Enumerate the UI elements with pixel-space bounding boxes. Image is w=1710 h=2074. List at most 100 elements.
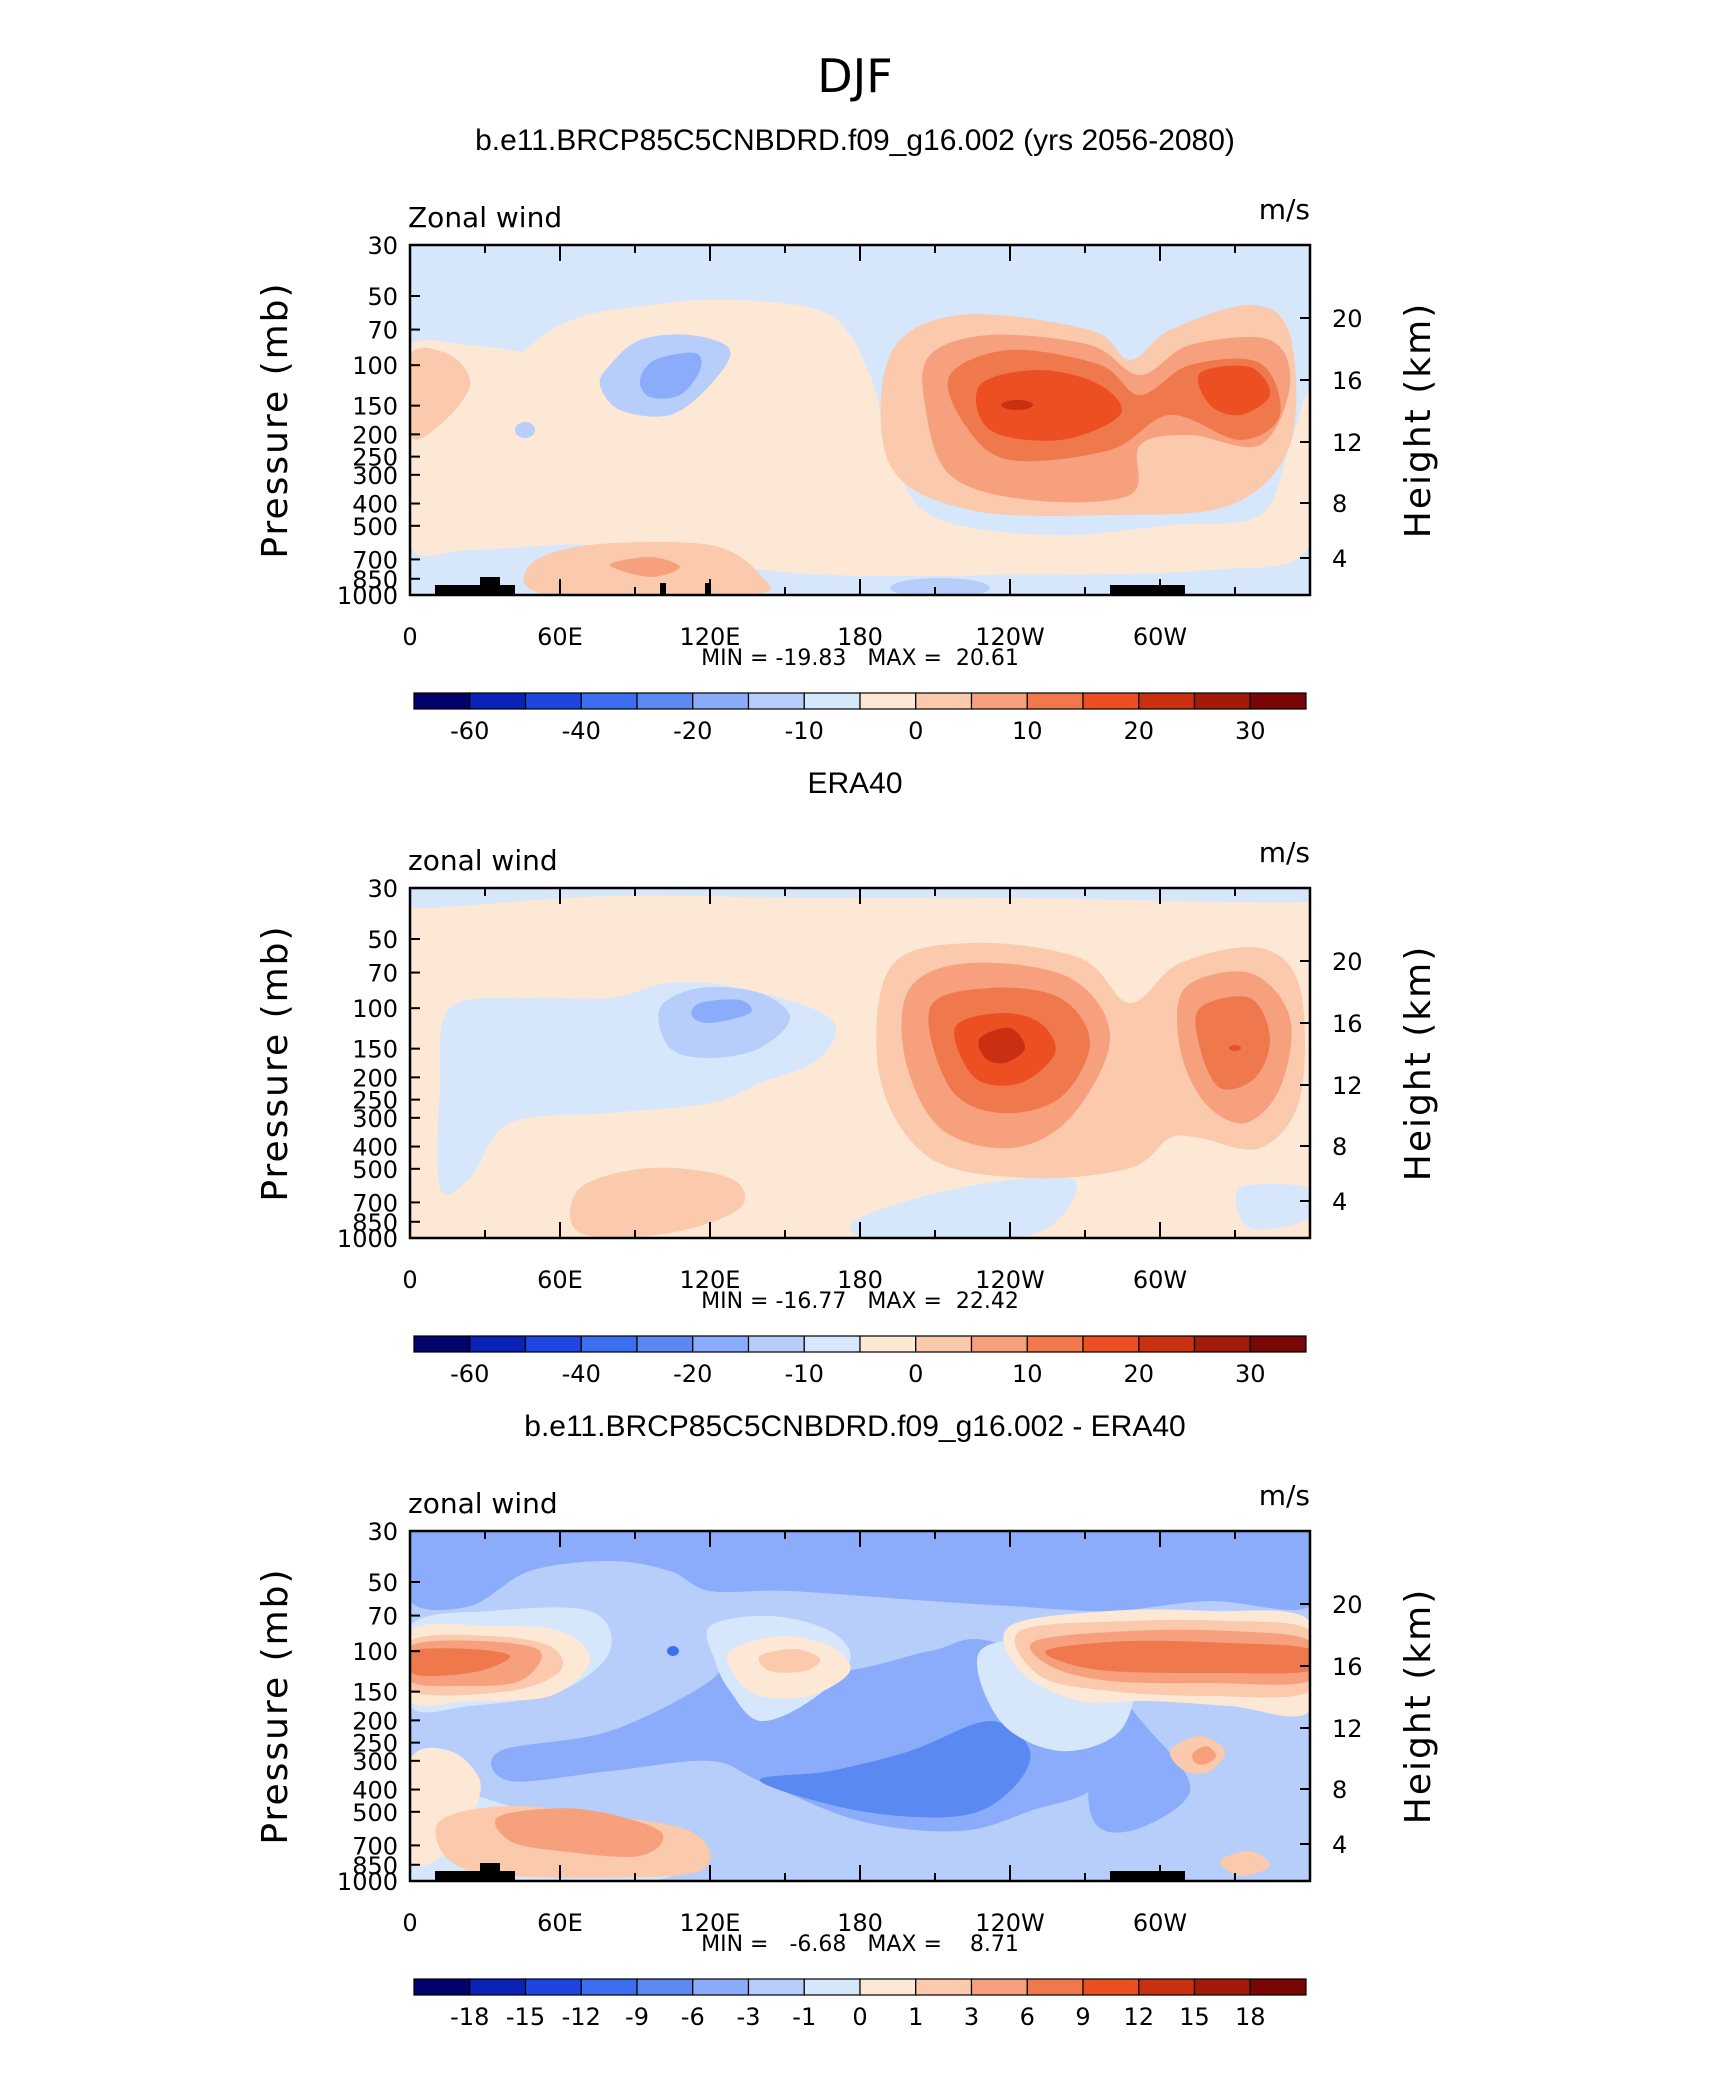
contour-band [410, 347, 471, 440]
colorbar-label: 30 [1235, 717, 1266, 745]
height-tick-label: 4 [1332, 1831, 1347, 1859]
colorbar-swatch [524, 1335, 582, 1353]
contour-band [1229, 1045, 1241, 1051]
colorbar-label: 0 [908, 717, 923, 745]
height-tick-label: 20 [1332, 1591, 1363, 1619]
colorbar-swatch [636, 1335, 694, 1353]
colorbar-label: 3 [964, 2003, 979, 2031]
colorbar-swatch [636, 692, 694, 710]
min-max-stats: MIN = -19.83 MAX = 20.61 [701, 646, 1019, 671]
pressure-tick-label: 500 [352, 1799, 398, 1827]
colorbar-label: 10 [1012, 717, 1043, 745]
pressure-tick-label: 70 [367, 960, 398, 988]
pressure-tick-label: 70 [367, 1603, 398, 1631]
lon-tick-label: 120E [680, 623, 741, 651]
contour-band [667, 1646, 679, 1656]
colorbar-swatch [1249, 1335, 1307, 1353]
pressure-tick-label: 150 [352, 393, 398, 421]
colorbar-label: -18 [450, 2003, 489, 2031]
colorbar-label: 1 [908, 2003, 923, 2031]
y-axis-title-right: Height (km) [1398, 302, 1439, 538]
contour-band [410, 1531, 1310, 1612]
colorbar-label: -3 [737, 2003, 761, 2031]
height-tick-label: 12 [1332, 1072, 1363, 1100]
lon-tick-label: 120W [975, 1909, 1045, 1937]
pressure-tick-label: 50 [367, 283, 398, 311]
colorbar-label: 30 [1235, 1360, 1266, 1388]
height-tick-label: 16 [1332, 367, 1363, 395]
topography [480, 577, 500, 595]
pressure-tick-label: 200 [352, 421, 398, 449]
colorbar-label: -6 [681, 2003, 705, 2031]
colorbar-label: 20 [1123, 1360, 1154, 1388]
lon-tick-label: 0 [402, 623, 417, 651]
pressure-tick-label: 100 [352, 1638, 398, 1666]
topography [480, 1863, 500, 1881]
y-axis-title-right: Height (km) [1398, 1588, 1439, 1824]
pressure-tick-label: 700 [352, 1189, 398, 1217]
pressure-tick-label: 250 [352, 1730, 398, 1758]
pressure-tick-label: 30 [367, 232, 398, 260]
y-axis-title-left: Pressure (mb) [255, 924, 296, 1201]
colorbar-swatch [524, 1978, 582, 1996]
lon-tick-label: 60W [1133, 623, 1187, 651]
pressure-tick-label: 50 [367, 926, 398, 954]
pressure-tick-label: 300 [352, 1748, 398, 1776]
colorbar-swatch [970, 1335, 1028, 1353]
lon-tick-label: 60E [537, 623, 583, 651]
contour-band [691, 999, 752, 1024]
colorbar-label: -10 [785, 1360, 824, 1388]
colorbar-swatch [413, 692, 471, 710]
colorbar-swatch [859, 1335, 917, 1353]
colorbar-label: -60 [450, 1360, 489, 1388]
panel-title: ERA40 [807, 767, 902, 800]
topography [1110, 1871, 1185, 1881]
pressure-tick-label: 100 [352, 352, 398, 380]
pressure-tick-label: 850 [352, 1852, 398, 1880]
colorbar: -60 -40 -20 -10 0 10 20 30 [413, 692, 1307, 745]
units-label: m/s [1259, 193, 1310, 226]
colorbar-swatch [469, 1978, 527, 1996]
height-tick-label: 16 [1332, 1653, 1363, 1681]
colorbar-label: -12 [562, 2003, 601, 2031]
colorbar-swatch [692, 1978, 750, 1996]
colorbar-swatch [692, 692, 750, 710]
topography [1110, 585, 1185, 595]
y-axis-title-left: Pressure (mb) [255, 281, 296, 558]
lon-tick-label: 60W [1133, 1266, 1187, 1294]
min-max-stats: MIN = -16.77 MAX = 22.42 [701, 1289, 1019, 1314]
colorbar-swatch [859, 692, 917, 710]
contour-band [639, 352, 702, 399]
variable-label: zonal wind [408, 844, 558, 877]
colorbar-swatch [803, 1335, 861, 1353]
pressure-tick-label: 250 [352, 444, 398, 472]
pressure-tick-label: 30 [367, 1518, 398, 1546]
colorbar-label: 0 [852, 2003, 867, 2031]
colorbar-swatch [580, 1978, 638, 1996]
colorbar-label: -60 [450, 717, 489, 745]
height-tick-label: 4 [1332, 1188, 1347, 1216]
contour-band [849, 1176, 1077, 1238]
colorbar-label: 18 [1235, 2003, 1266, 2031]
colorbar-swatch [1138, 1978, 1196, 1996]
height-tick-label: 12 [1332, 429, 1363, 457]
colorbar-swatch [915, 692, 973, 710]
lon-tick-label: 120W [975, 623, 1045, 651]
colorbar-swatch [970, 692, 1028, 710]
contour-band [692, 1859, 708, 1869]
colorbar-swatch [469, 692, 527, 710]
height-tick-label: 12 [1332, 1715, 1363, 1743]
topography [435, 1871, 515, 1881]
colorbar-label: -9 [625, 2003, 649, 2031]
colorbar-swatch [524, 692, 582, 710]
panel-title: b.e11.BRCP85C5CNBDRD.f09_g16.002 (yrs 20… [475, 124, 1235, 157]
contour-band [890, 578, 990, 595]
colorbar-swatch [1026, 1335, 1084, 1353]
units-label: m/s [1259, 1479, 1310, 1512]
colorbar-swatch [1138, 692, 1196, 710]
colorbar-label: 0 [908, 1360, 923, 1388]
panel-title: b.e11.BRCP85C5CNBDRD.f09_g16.002 - ERA40 [524, 1410, 1185, 1443]
